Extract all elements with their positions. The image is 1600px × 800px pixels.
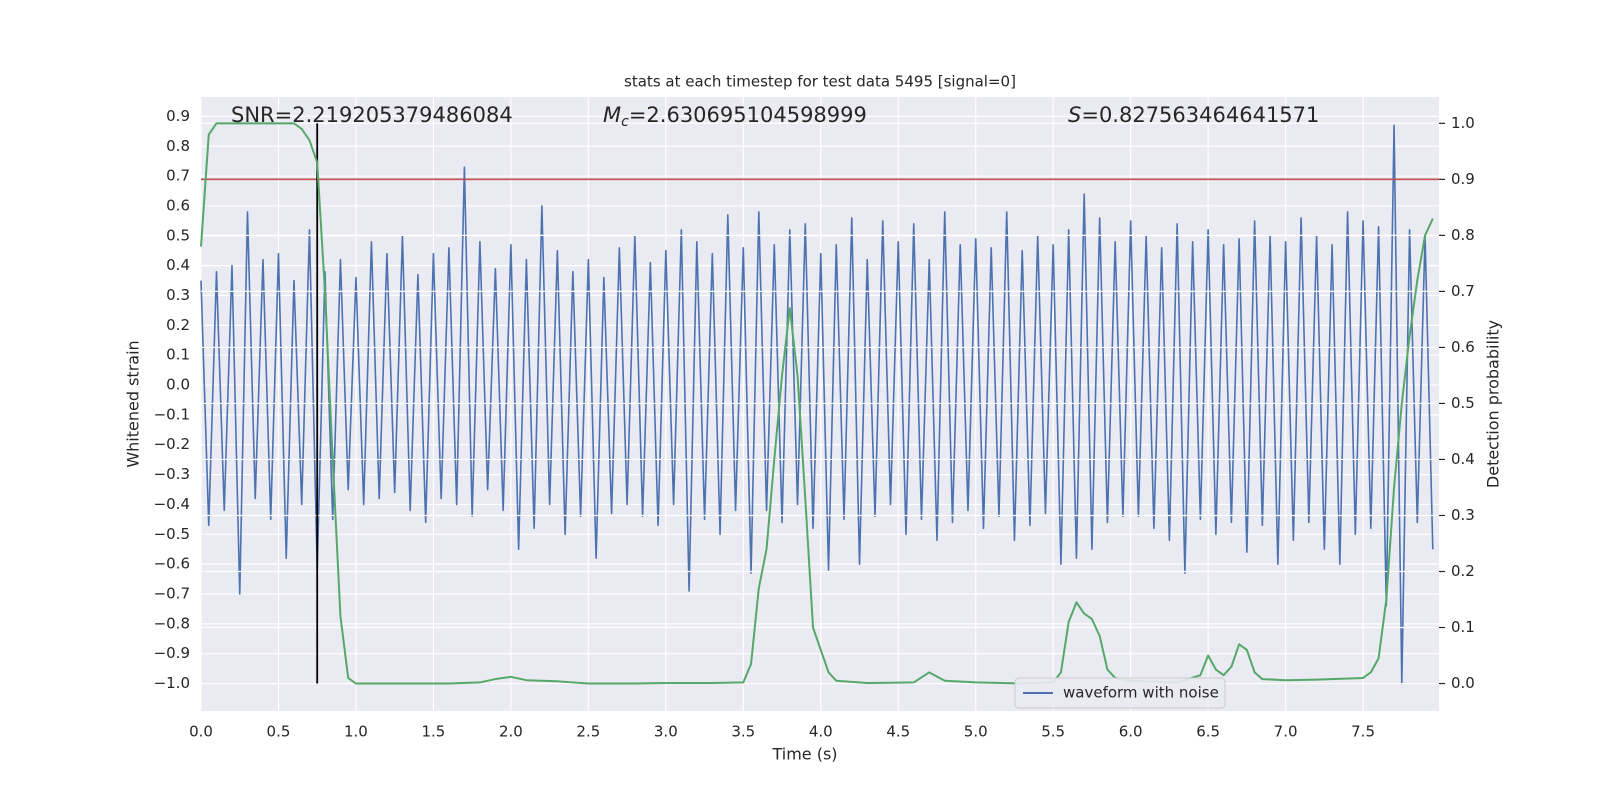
x-tick-label: 4.0 — [809, 723, 833, 741]
y-tick-label: 0.7 — [166, 167, 190, 185]
x-tick-label: 1.0 — [344, 723, 368, 741]
annotation: S=0.827563464641571 — [1068, 103, 1319, 127]
probability-line — [200, 122, 1434, 685]
x-tick-label: 3.5 — [731, 723, 755, 741]
x-tick-label: 7.5 — [1351, 723, 1375, 741]
y-tick-label: −0.8 — [154, 614, 190, 632]
y2-tick-label: 0.7 — [1451, 282, 1475, 300]
x-tick-label: 7.0 — [1274, 723, 1298, 741]
annotation-subscript: c — [621, 114, 629, 130]
x-tick-label: 5.0 — [964, 723, 988, 741]
x-tick-label: 5.5 — [1041, 723, 1065, 741]
y-tick-label: −1.0 — [154, 674, 190, 692]
y-tick-label: −0.9 — [154, 644, 190, 662]
chart-title: stats at each timestep for test data 549… — [624, 73, 1016, 91]
y-tick-label: 0.4 — [166, 256, 190, 274]
y-tick-label: −0.1 — [154, 405, 190, 423]
annotation-text: =2.630695104598999 — [629, 103, 867, 127]
y2-tick-label: 0.3 — [1451, 506, 1475, 524]
x-tick-label: 0.5 — [267, 723, 291, 741]
y-tick-label: 0.6 — [166, 196, 190, 214]
x-tick-label: 6.5 — [1196, 723, 1220, 741]
y2-tick-label: 0.1 — [1451, 618, 1475, 636]
annotation: Mc=2.630695104598999 — [603, 103, 867, 130]
y-tick-label: −0.3 — [154, 465, 190, 483]
y-tick-label: −0.6 — [154, 555, 190, 573]
x-axis-label: Time (s) — [771, 745, 837, 764]
y-tick-label: −0.2 — [154, 435, 190, 453]
annotation-symbol: S — [1068, 103, 1081, 127]
x-tick-label: 3.0 — [654, 723, 678, 741]
y2-tick-label: 0.4 — [1451, 450, 1475, 468]
y-tick-label: 0.0 — [166, 376, 190, 394]
y2-axis-label: Detection probability — [1484, 320, 1503, 488]
legend-label: waveform with noise — [1063, 684, 1219, 702]
y-tick-label: 0.5 — [166, 226, 190, 244]
x-tick-label: 2.5 — [576, 723, 600, 741]
y2-tick-label: 0.2 — [1451, 562, 1475, 580]
y2-tick-label: 0.6 — [1451, 338, 1475, 356]
y2-tick-label: 0.9 — [1451, 170, 1475, 188]
x-tick-label: 0.0 — [189, 723, 213, 741]
y-tick-label: 0.8 — [166, 137, 190, 155]
annotation-text: SNR=2.219205379486084 — [231, 103, 513, 127]
y-tick-label: 0.1 — [166, 346, 190, 364]
y2-tick-label: 0.8 — [1451, 226, 1475, 244]
y-tick-label: 0.3 — [166, 286, 190, 304]
y-tick-label: −0.5 — [154, 525, 190, 543]
y2-tick-label: 0.0 — [1451, 674, 1475, 692]
x-tick-label: 6.0 — [1119, 723, 1143, 741]
legend-box — [1014, 677, 1226, 709]
annotation-symbol: M — [603, 103, 621, 127]
y2-tick-label: 0.5 — [1451, 394, 1475, 412]
x-tick-label: 4.5 — [886, 723, 910, 741]
y-tick-label: −0.4 — [154, 495, 190, 513]
y-axis-label: Whitened strain — [124, 340, 143, 467]
annotation-text: =0.827563464641571 — [1081, 103, 1319, 127]
waveform-line — [200, 124, 1434, 685]
y-tick-label: −0.7 — [154, 584, 190, 602]
y2-tick-label: 1.0 — [1451, 114, 1475, 132]
y-tick-label: 0.2 — [166, 316, 190, 334]
y-tick-label: 0.9 — [166, 107, 190, 125]
x-tick-label: 1.5 — [421, 723, 445, 741]
annotation: SNR=2.219205379486084 — [231, 103, 513, 127]
x-tick-label: 2.0 — [499, 723, 523, 741]
